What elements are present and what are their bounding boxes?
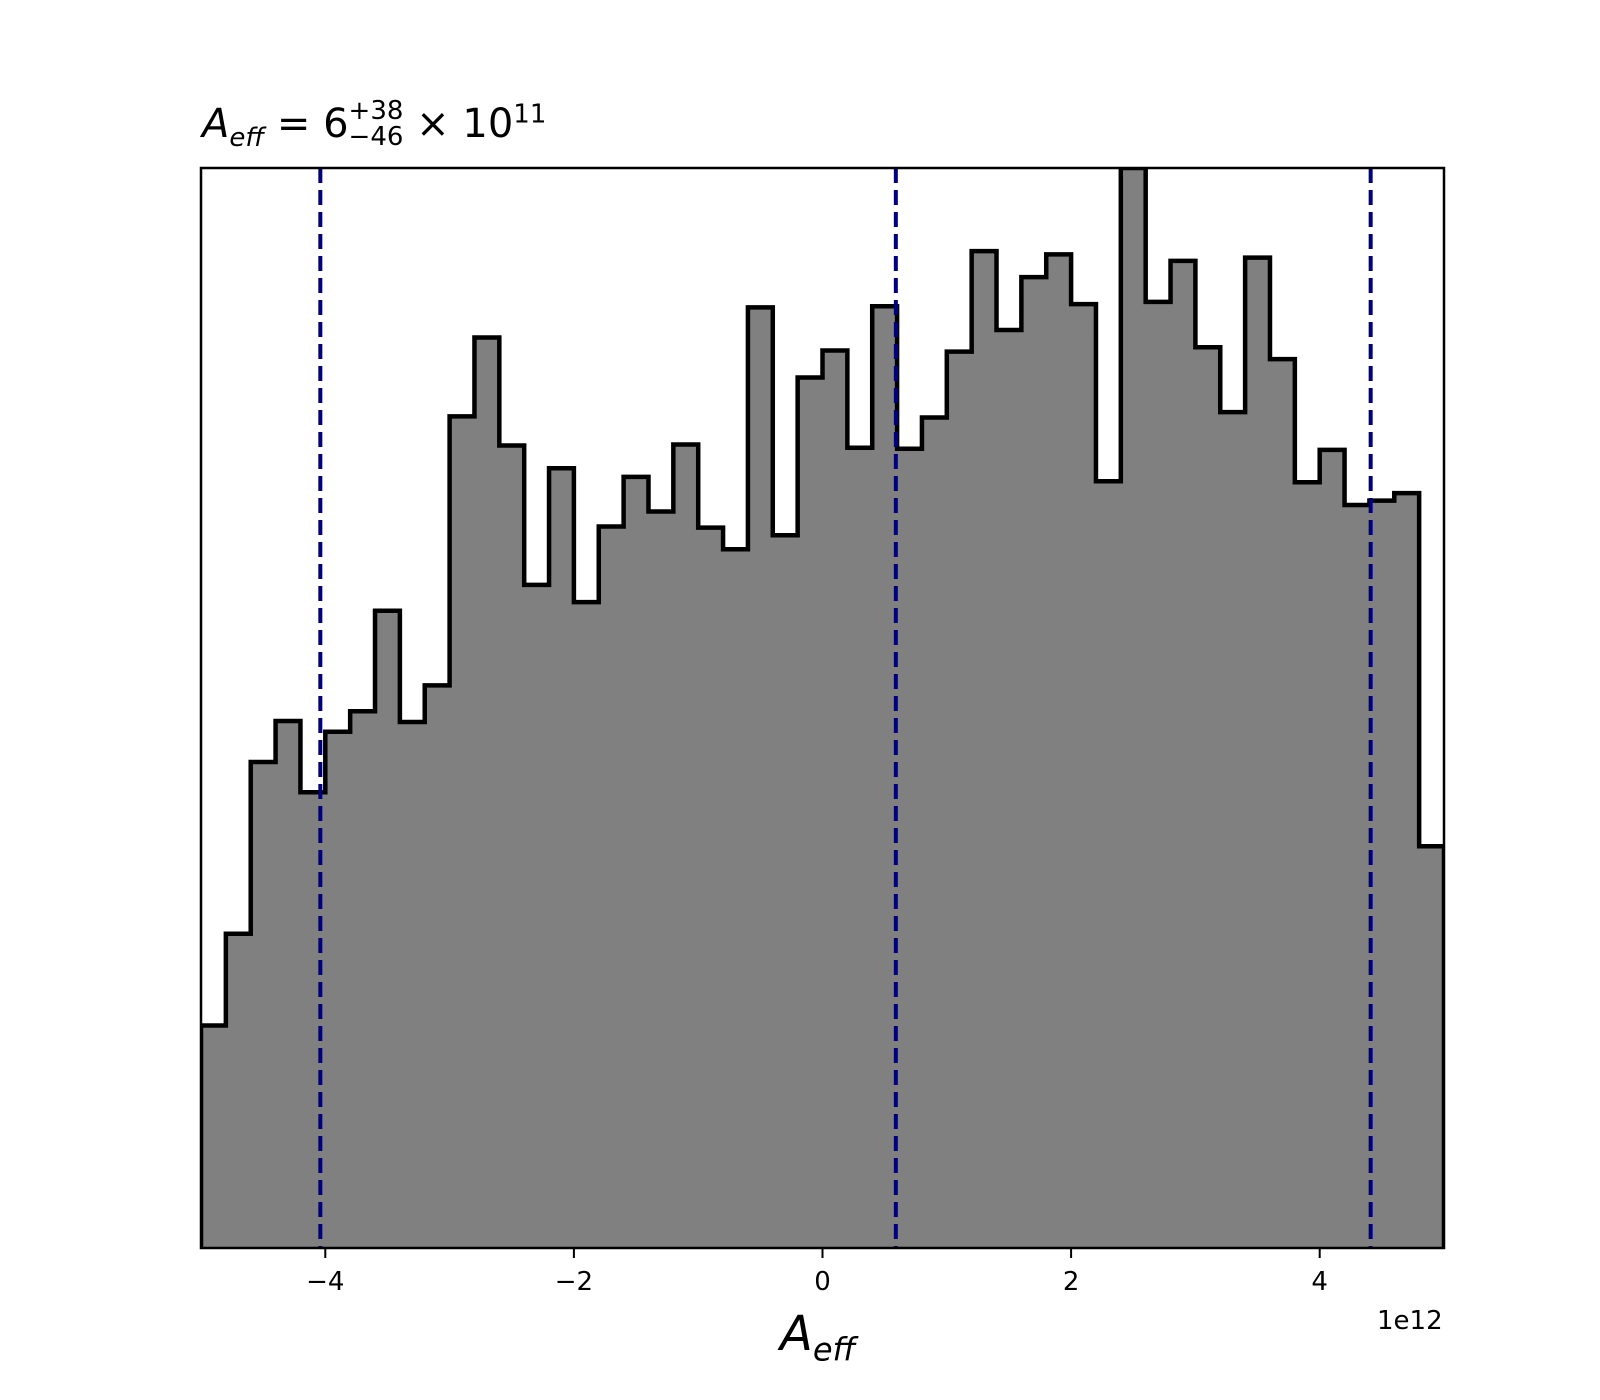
histogram-bin xyxy=(847,447,873,1248)
x-axis-label-subscript: eff xyxy=(812,1330,856,1369)
chart-title: Aeff = 6 +38 −46 × 1011 xyxy=(202,98,547,153)
histogram-bin xyxy=(1071,304,1097,1248)
histogram-bin xyxy=(1021,277,1047,1248)
histogram-bin xyxy=(723,549,749,1248)
histogram-bin xyxy=(698,527,724,1248)
title-median: 6 xyxy=(323,101,349,147)
histogram-bin xyxy=(747,307,774,1248)
histogram-bin xyxy=(350,711,376,1248)
histogram-bin xyxy=(1294,482,1321,1248)
histogram-bin xyxy=(424,685,451,1248)
histogram-bin xyxy=(946,351,973,1248)
x-axis-label-symbol: A xyxy=(780,1306,813,1362)
title-upper: +38 xyxy=(348,96,404,126)
histogram-bin xyxy=(598,526,625,1248)
histogram-bin xyxy=(1120,168,1147,1248)
histogram-bin xyxy=(822,350,848,1248)
histogram-bin xyxy=(1195,347,1221,1248)
histogram-bin xyxy=(1220,412,1246,1248)
x-tick-label: −2 xyxy=(555,1267,593,1297)
histogram-bin xyxy=(225,933,252,1248)
histogram-bin xyxy=(275,720,302,1248)
title-subscript: eff xyxy=(229,123,265,153)
histogram-bin xyxy=(1170,260,1196,1248)
x-axis-offset-label: 1e12 xyxy=(1377,1306,1443,1336)
histogram-bin xyxy=(375,610,401,1248)
x-axis-label: Aeff xyxy=(780,1310,856,1366)
histogram-bin xyxy=(648,511,674,1248)
histogram-bin xyxy=(772,535,799,1248)
title-symbol: A xyxy=(202,101,230,147)
histogram-bin xyxy=(573,602,600,1248)
histogram-bin xyxy=(872,306,898,1248)
histogram-bin xyxy=(1319,449,1346,1248)
histogram-bin xyxy=(1046,254,1072,1248)
histogram-outline xyxy=(201,168,1444,1248)
histogram-bin xyxy=(1269,359,1296,1248)
histogram-bin xyxy=(1245,257,1271,1248)
histogram-bin xyxy=(996,330,1022,1248)
histogram-bin xyxy=(1419,846,1444,1248)
histogram-bin xyxy=(325,731,351,1248)
histogram-bin xyxy=(524,584,550,1248)
x-tick-label: −4 xyxy=(306,1267,344,1297)
histogram-bin xyxy=(1095,481,1122,1248)
histogram-bin xyxy=(201,1025,227,1248)
histogram-bin xyxy=(549,468,575,1248)
x-tick-label: 0 xyxy=(814,1267,831,1297)
title-exponent: 11 xyxy=(513,99,547,130)
title-uncertainty: +38 −46 xyxy=(349,98,404,150)
histogram-bin xyxy=(1145,301,1172,1248)
histogram-bin xyxy=(921,417,948,1248)
histogram-bin xyxy=(1394,493,1420,1248)
histogram-bin xyxy=(250,762,277,1248)
histogram-bin xyxy=(449,416,476,1248)
histogram-bin xyxy=(474,337,500,1248)
histogram-bin xyxy=(673,444,699,1248)
x-tick-label: 2 xyxy=(1063,1267,1080,1297)
title-equals: = xyxy=(276,101,311,147)
x-tick-label: 4 xyxy=(1311,1267,1328,1297)
histogram-bin xyxy=(623,476,650,1248)
histogram-bin xyxy=(971,251,998,1248)
histogram-bin xyxy=(1369,500,1395,1248)
histogram-bin xyxy=(499,445,525,1248)
histogram-bin xyxy=(1344,504,1371,1248)
histogram-bin xyxy=(797,377,824,1248)
histogram-bin xyxy=(399,722,426,1248)
title-lower: −46 xyxy=(348,122,404,152)
histogram-bin xyxy=(897,448,923,1248)
title-multiplier: × 10 xyxy=(416,101,514,147)
